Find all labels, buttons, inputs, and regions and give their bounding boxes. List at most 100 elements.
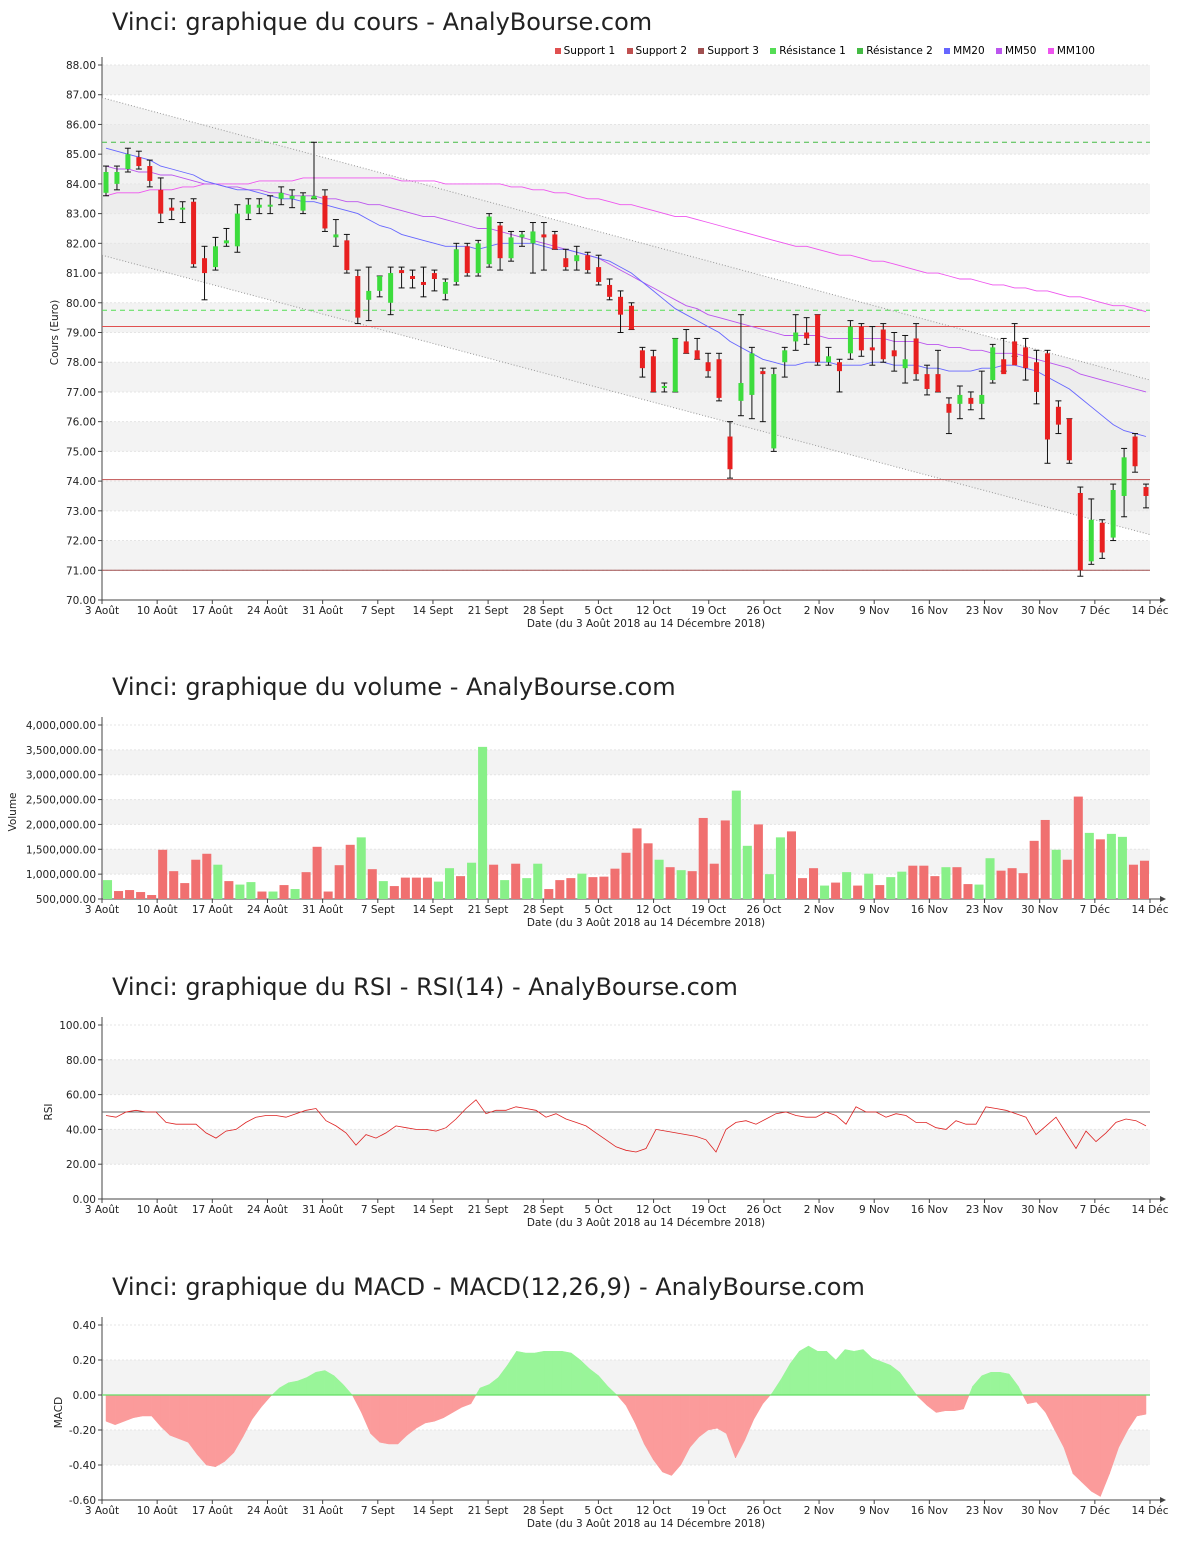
x-tick-label: 5 Oct [584, 904, 612, 916]
x-tick-label: 14 Sept [413, 1505, 454, 1517]
x-axis-arrow [1160, 896, 1166, 902]
macd-area-segment [1045, 1394, 1056, 1431]
candle-body [191, 201, 197, 265]
volume-bar [114, 891, 124, 899]
candle-body [1121, 457, 1127, 496]
macd-area-segment [1072, 1394, 1083, 1484]
volume-bar [588, 877, 598, 899]
x-tick-label: 2 Nov [804, 1505, 835, 1517]
volume-bar [345, 844, 355, 899]
trend-channel [102, 97, 1150, 535]
y-tick-label: 80.00 [66, 1055, 96, 1067]
y-tick-label: 81.00 [66, 268, 96, 280]
x-tick-label: 30 Nov [1021, 904, 1058, 916]
candle-body [388, 273, 394, 303]
macd-area-segment [525, 1352, 536, 1396]
x-tick-label: 7 Déc [1080, 904, 1111, 916]
volume-bar [1062, 859, 1072, 899]
trend-channel-upper [101, 97, 1151, 381]
candle-body [355, 276, 361, 318]
x-tick-label: 14 Déc [1131, 1204, 1168, 1216]
macd-area-segment [1027, 1394, 1037, 1405]
price-chart-panel: Vinci: graphique du cours - AnalyBourse.… [0, 0, 1200, 640]
volume-bar [1095, 839, 1105, 899]
volume-bar [996, 870, 1006, 899]
y-tick-label: 40.00 [66, 1124, 96, 1136]
y-tick-label: 70.00 [66, 595, 96, 607]
macd-area-segment [571, 1352, 581, 1396]
volume-bar [809, 868, 819, 899]
y-tick-label: 83.00 [66, 209, 96, 221]
legend-resistance-1: Résistance 1 [770, 45, 846, 57]
x-tick-label: 3 Août [85, 605, 119, 617]
macd-area-segment [1022, 1394, 1028, 1404]
x-tick-label: 24 Août [247, 1505, 288, 1517]
candle-body [114, 172, 120, 184]
x-axis-arrow [1160, 597, 1166, 603]
legend-mm50: MM50 [996, 45, 1036, 57]
grid-band [102, 799, 1150, 825]
macd-area-segment [853, 1349, 864, 1396]
macd-area-segment [470, 1394, 477, 1405]
x-tick-label: 12 Oct [636, 904, 671, 916]
macd-area-segment [196, 1394, 207, 1466]
x-tick-label: 7 Déc [1080, 605, 1111, 617]
macd-area-segment [716, 1394, 727, 1434]
y-tick-label: 71.00 [66, 565, 96, 577]
grid-band [102, 540, 1150, 571]
x-tick-label: 10 Août [137, 1505, 178, 1517]
y-axis-label: Cours (Euro) [49, 300, 61, 366]
x-tick-label: 31 Août [302, 904, 343, 916]
candle-body [1088, 519, 1094, 562]
macd-area-segment [461, 1394, 472, 1408]
y-tick-label: 75.00 [66, 446, 96, 458]
candle-body [322, 195, 328, 229]
legend-resistance-2: Résistance 2 [857, 45, 933, 57]
x-tick-label: 19 Oct [691, 1204, 726, 1216]
volume-bar [842, 872, 852, 899]
candle-body [836, 362, 842, 372]
volume-bar [1128, 864, 1138, 899]
macd-area-segment [616, 1394, 627, 1407]
x-tick-label: 3 Août [85, 904, 119, 916]
volume-bar [103, 880, 113, 899]
y-tick-label: 85.00 [66, 149, 96, 161]
volume-bar [1018, 873, 1028, 899]
volume-bar [312, 846, 322, 899]
candle-body [147, 166, 153, 181]
macd-area-segment [799, 1345, 809, 1396]
y-tick-label: 4,000,000.00 [26, 720, 96, 732]
candle-body [1001, 359, 1007, 375]
price-chart-title: Vinci: graphique du cours - AnalyBourse.… [112, 8, 653, 36]
volume-bar [720, 820, 730, 899]
candle-body [158, 189, 164, 214]
volume-bar [169, 871, 179, 899]
x-tick-label: 9 Nov [859, 1505, 890, 1517]
macd-area-segment [671, 1394, 681, 1477]
macd-area-segment [123, 1394, 134, 1422]
x-tick-label: 19 Oct [691, 605, 726, 617]
volume-bar [158, 849, 168, 899]
macd-area-segment [789, 1350, 800, 1396]
x-tick-label: 23 Nov [966, 1204, 1003, 1216]
candle-body [650, 356, 656, 392]
x-tick-label: 23 Nov [966, 904, 1003, 916]
macd-area-segment [954, 1394, 964, 1412]
candle-body [497, 225, 503, 259]
macd-area-segment [105, 1394, 116, 1426]
y-tick-label: 88.00 [66, 60, 96, 72]
candle-body [366, 290, 372, 300]
candle-body [563, 258, 569, 268]
volume-bar [367, 869, 377, 899]
x-tick-label: 2 Nov [804, 904, 835, 916]
volume-bar [213, 864, 223, 899]
candle-body [1143, 487, 1149, 496]
x-tick-label: 30 Nov [1021, 1505, 1058, 1517]
candle-body [486, 216, 492, 265]
macd-area-segment [361, 1394, 371, 1434]
candle-body [1110, 490, 1116, 538]
candle-body [311, 195, 317, 199]
candle-body [508, 237, 514, 259]
candle-body [935, 374, 941, 392]
candle-body [1044, 353, 1050, 440]
